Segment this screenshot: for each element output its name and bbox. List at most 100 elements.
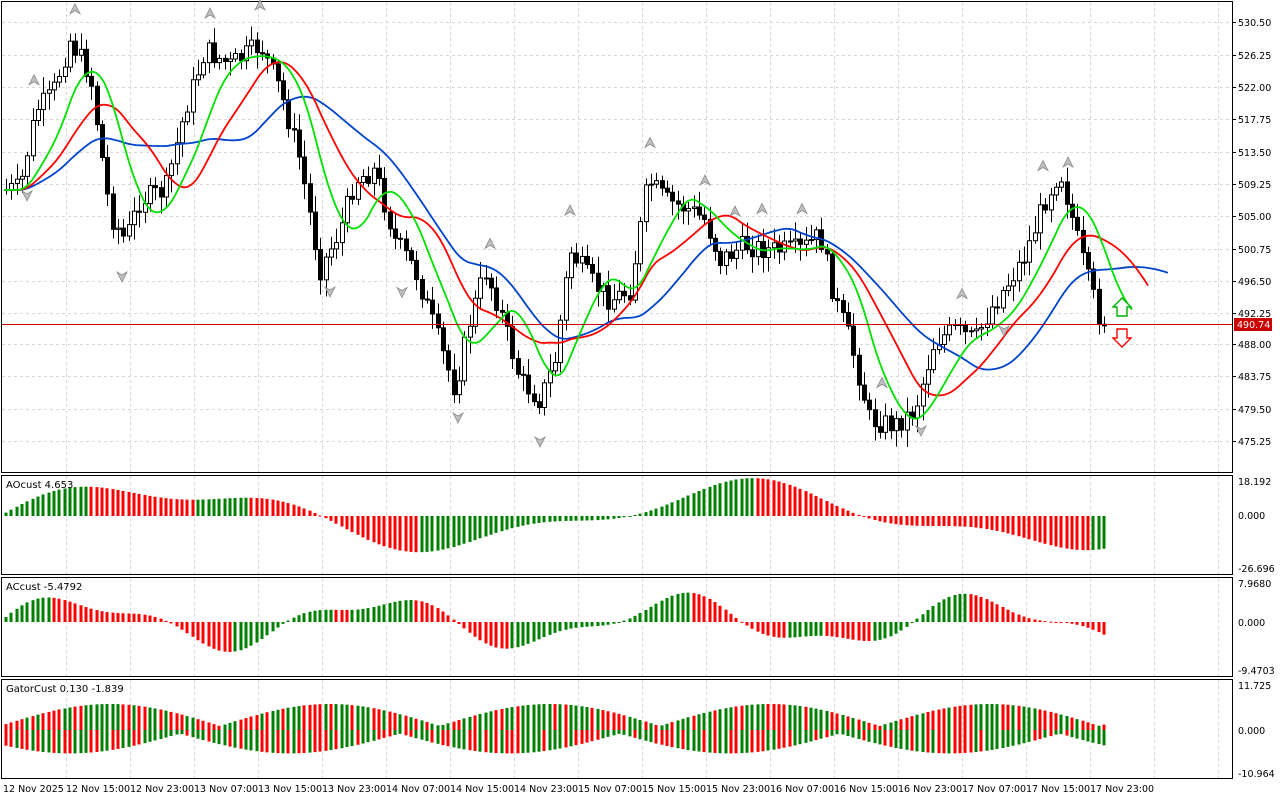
gator-bar <box>382 710 386 730</box>
main-price-pane[interactable] <box>1 1 1233 473</box>
gator-bar <box>1081 720 1085 730</box>
histogram-bar <box>382 604 386 622</box>
candle-body <box>788 240 793 243</box>
price-axis-label: 513.50 <box>1238 148 1271 159</box>
gator-pane[interactable] <box>1 679 1233 779</box>
gator-bar <box>686 730 690 751</box>
candle-body <box>963 324 968 333</box>
ao-axis-label: 0.000 <box>1238 511 1265 522</box>
candle-body <box>473 297 478 327</box>
gator-bar <box>308 704 312 730</box>
gator-bar <box>692 730 696 751</box>
candle-body <box>740 235 745 251</box>
histogram-bar <box>819 622 823 636</box>
gator-bar <box>329 730 333 751</box>
candle-body <box>638 221 643 265</box>
gator-bar <box>590 730 594 742</box>
histogram-bar <box>308 611 312 622</box>
candle-body <box>883 415 888 433</box>
candle-body <box>1059 181 1064 188</box>
candle-body <box>969 330 974 333</box>
gator-bar <box>969 730 973 753</box>
gator-bar <box>175 730 179 735</box>
candle-body <box>942 334 947 345</box>
candle-body <box>255 39 260 54</box>
gator-bar <box>750 704 754 730</box>
histogram-bar <box>345 609 349 622</box>
histogram-bar <box>148 495 152 516</box>
gator-bar <box>580 706 584 730</box>
histogram-bar <box>324 609 328 622</box>
candle-body <box>489 277 494 289</box>
gator-bar <box>809 730 813 742</box>
candle-body <box>830 253 835 300</box>
gator-bar <box>729 730 733 754</box>
histogram-bar <box>729 613 733 622</box>
gator-bar <box>1001 704 1005 730</box>
gator-bar <box>249 716 253 730</box>
gator-bar <box>569 730 573 747</box>
gator-bar <box>271 710 275 730</box>
ao-pane[interactable] <box>1 475 1233 575</box>
gator-bar <box>1102 730 1106 746</box>
histogram-bar <box>414 600 418 622</box>
gator-bar <box>73 706 77 730</box>
gator-bar <box>441 724 445 730</box>
gator-bar <box>404 730 408 736</box>
candle-body <box>825 249 830 255</box>
gator-bar <box>681 718 685 730</box>
histogram-bar <box>500 622 504 649</box>
histogram-bar <box>1059 622 1063 623</box>
candle-body <box>649 183 654 186</box>
histogram-bar <box>302 613 306 622</box>
gator-bar <box>985 704 989 730</box>
candle-body <box>388 211 393 230</box>
histogram-bar <box>697 594 701 622</box>
candle-body <box>1027 240 1032 263</box>
gator-bar <box>798 706 802 730</box>
gator-bar <box>958 705 962 730</box>
gator-bar <box>265 730 269 753</box>
candle-body <box>692 206 697 210</box>
gator-bar <box>1043 730 1047 738</box>
gator-bar <box>548 730 552 751</box>
price-axis-label: 522.00 <box>1238 83 1271 94</box>
price-axis-label: 509.25 <box>1238 180 1271 191</box>
candle-body <box>425 298 430 301</box>
histogram-bar <box>1065 622 1069 624</box>
time-axis[interactable]: 12 Nov 2025 12 Nov 15:00 12 Nov 23:00 13… <box>3 784 1154 795</box>
gator-bar <box>148 707 152 730</box>
histogram-bar <box>697 490 701 516</box>
histogram-bar <box>265 498 269 516</box>
gator-bar <box>318 730 322 752</box>
histogram-bar <box>681 592 685 622</box>
candle-body <box>974 328 979 332</box>
fractal-marker-icon <box>324 285 336 298</box>
gator-bar <box>334 730 338 750</box>
time-axis-label: 15 Nov 07:00 <box>578 784 642 795</box>
ac-pane[interactable] <box>1 577 1233 677</box>
histogram-bar <box>255 497 259 516</box>
candle-body <box>921 383 926 407</box>
candle-body <box>350 195 355 200</box>
gator-bar <box>452 721 456 730</box>
gator-bar <box>894 730 898 748</box>
gator-bar <box>835 713 839 730</box>
candle-body <box>686 208 691 212</box>
gator-bar <box>361 706 365 730</box>
histogram-bar <box>111 489 115 516</box>
histogram-bar <box>809 493 813 516</box>
gator-bar <box>1059 730 1063 735</box>
histogram-bar <box>654 508 658 516</box>
gator-bar <box>638 719 642 730</box>
candle-body <box>201 62 206 76</box>
histogram-bar <box>420 601 424 622</box>
gator-bar <box>457 730 461 749</box>
gator-bar <box>68 730 72 754</box>
histogram-bar <box>532 516 536 524</box>
price-axis[interactable]: 530.50 526.25 522.00 517.75 513.50 509.2… <box>1238 18 1271 448</box>
histogram-bar <box>841 622 845 638</box>
histogram-bar <box>340 516 344 527</box>
histogram-bar <box>473 516 477 541</box>
